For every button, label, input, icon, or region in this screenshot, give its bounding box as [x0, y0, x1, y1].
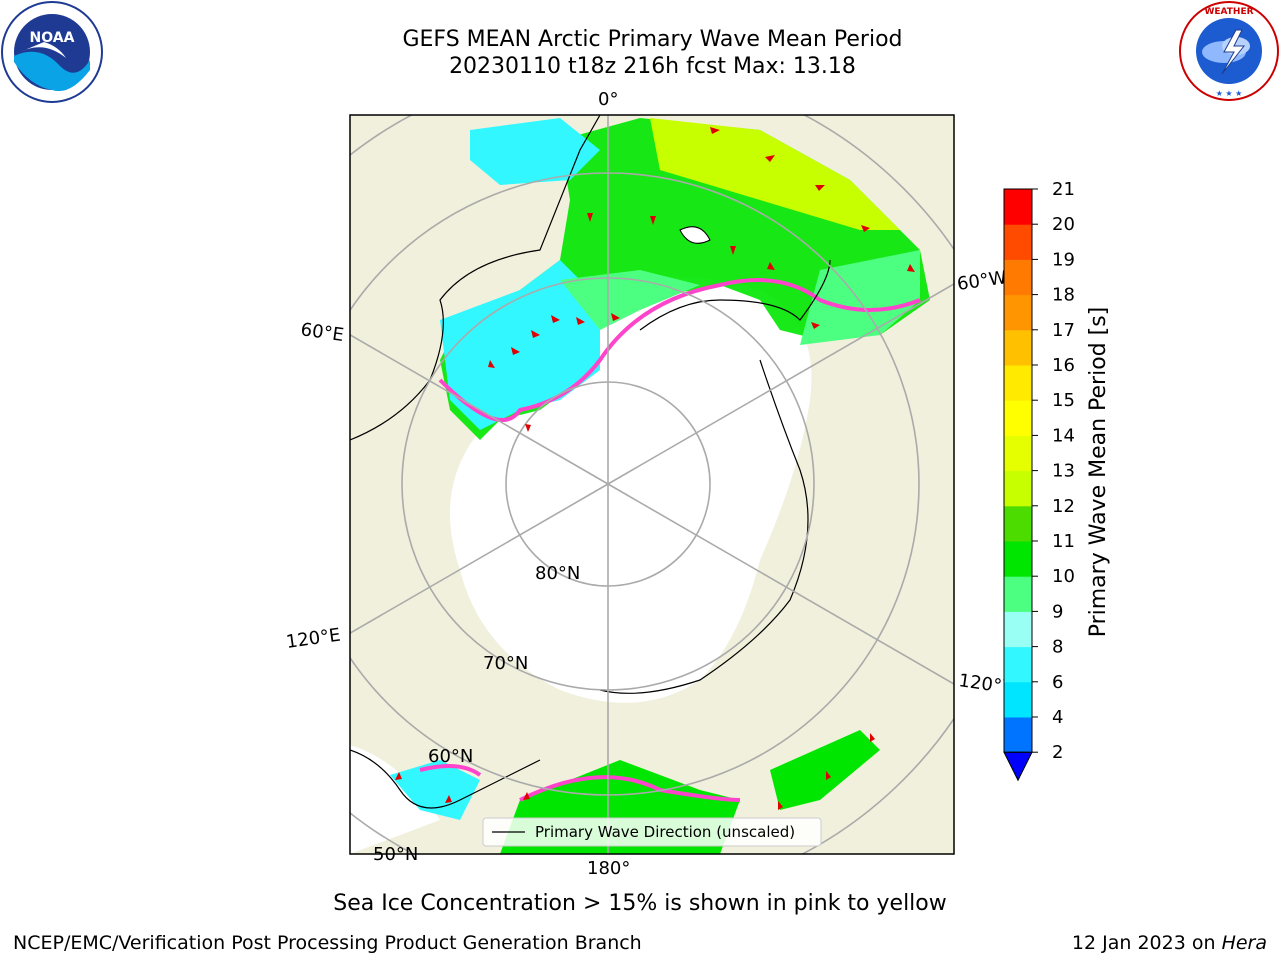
colorbar-segment: [1004, 435, 1032, 472]
colorbar-segment: [1004, 470, 1032, 507]
colorbar-tick-label: 16: [1052, 355, 1075, 376]
colorbar-segment: [1004, 646, 1032, 683]
colorbar-tick-label: 12: [1052, 496, 1075, 517]
parallel-label-80n: 80°N: [535, 563, 580, 584]
footer-credit: NCEP/EMC/Verification Post Processing Pr…: [13, 932, 642, 954]
meridian-label-0: 0°: [598, 89, 618, 110]
meridian-label-60e: 60°E: [299, 319, 345, 346]
colorbar-tick-label: 14: [1052, 425, 1075, 446]
colorbar-tick-label: 2: [1052, 742, 1063, 763]
colorbar-segment: [1004, 717, 1032, 753]
colorbar-tick-label: 19: [1052, 249, 1075, 270]
parallel-label-50n: 50°N: [373, 844, 418, 865]
map-subtitle: 20230110 t18z 216h fcst Max: 13.18: [449, 54, 856, 79]
colorbar-tick-label: 15: [1052, 390, 1075, 411]
colorbar-extend-arrow: [1003, 751, 1033, 782]
colorbar-label: Primary Wave Mean Period [s]: [1086, 307, 1111, 638]
colorbar: 2 4 6 8 9 10 11 12 13 14 15 16 17 18 19 20 21: [1003, 179, 1075, 782]
svg-text:WEATHER: WEATHER: [1204, 7, 1253, 17]
colorbar-segment: [1004, 329, 1032, 366]
colorbar-segment: [1004, 576, 1032, 612]
colorbar-segment: [1004, 365, 1032, 401]
colorbar-tick-label: 20: [1052, 214, 1075, 235]
svg-text:★ ★ ★: ★ ★ ★: [1216, 89, 1243, 98]
colorbar-tick-label: 17: [1052, 320, 1075, 341]
colorbar-tick-label: 9: [1052, 601, 1063, 622]
colorbar-tick-label: 11: [1052, 531, 1075, 552]
colorbar-segment: [1004, 505, 1032, 542]
colorbar-tick-label: 8: [1052, 637, 1063, 658]
noaa-logo: NOAA: [1, 1, 103, 103]
colorbar-segment: [1004, 681, 1032, 718]
colorbar-segment: [1004, 189, 1032, 225]
meridian-label-120e: 120°E: [285, 625, 342, 653]
colorbar-segment: [1004, 224, 1032, 260]
colorbar-tick-label: 18: [1052, 285, 1075, 306]
map-panel: Primary Wave Direction (unscaled): [350, 115, 954, 854]
footer-machine: Hera: [1221, 932, 1267, 954]
colorbar-tick-label: 6: [1052, 672, 1063, 693]
colorbar-segment: [1004, 400, 1032, 436]
footer-date-text: 12 Jan 2023 on: [1071, 932, 1216, 954]
parallel-label-60n: 60°N: [428, 746, 473, 767]
svg-text:NOAA: NOAA: [30, 30, 75, 46]
nws-logo: WEATHER ★ ★ ★: [1179, 1, 1279, 101]
wave-direction-legend: Primary Wave Direction (unscaled): [535, 823, 795, 841]
parallel-label-70n: 70°N: [483, 653, 528, 674]
colorbar-segment: [1004, 294, 1032, 331]
colorbar-segment: [1004, 541, 1032, 577]
footer-date: 12 Jan 2023 on Hera: [1072, 932, 1267, 954]
colorbar-segment: [1004, 611, 1032, 648]
colorbar-tick-label: 10: [1052, 566, 1075, 587]
colorbar-tick-label: 4: [1052, 707, 1063, 728]
colorbar-tick-label: 21: [1052, 179, 1075, 200]
meridian-label-180: 180°: [587, 858, 630, 879]
meridian-label-60w: 60°W: [956, 267, 1008, 295]
colorbar-tick-label: 13: [1052, 461, 1075, 482]
map-title: GEFS MEAN Arctic Primary Wave Mean Perio…: [402, 27, 903, 52]
sea-ice-note: Sea Ice Concentration > 15% is shown in …: [333, 891, 947, 916]
colorbar-segment: [1004, 259, 1032, 296]
